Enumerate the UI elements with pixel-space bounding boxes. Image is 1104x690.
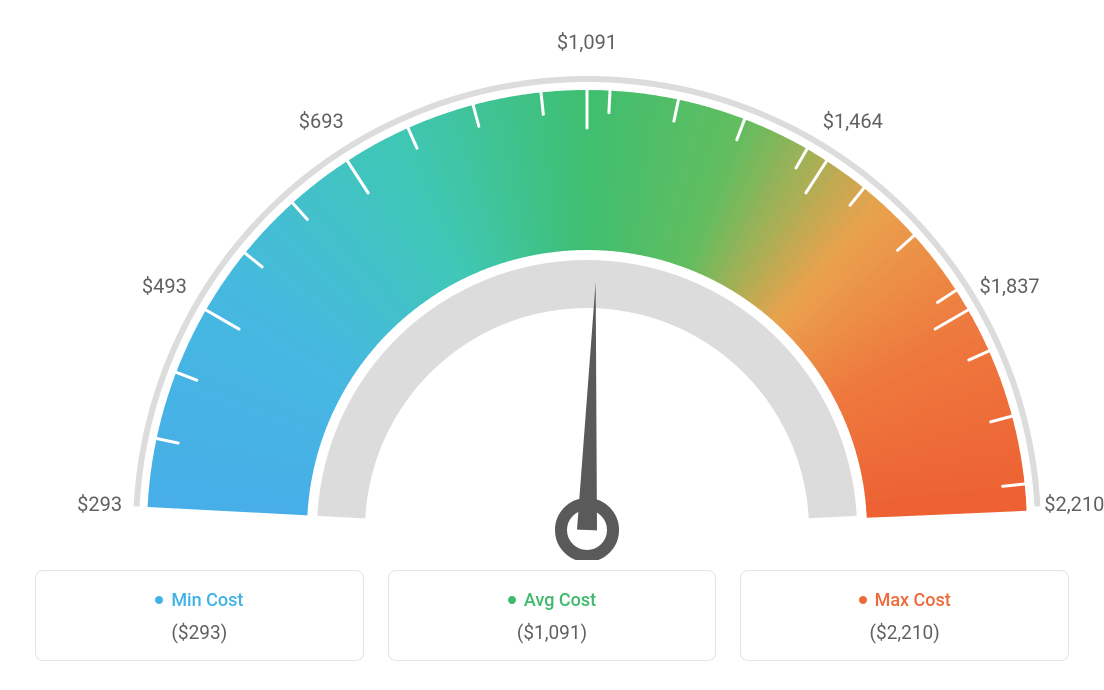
legend-card-max: Max Cost ($2,210) [740,570,1069,661]
legend-text-avg: Avg Cost [524,590,596,611]
legend-text-min: Min Cost [171,590,243,611]
legend-card-avg: Avg Cost ($1,091) [388,570,717,661]
legend-value-avg: ($1,091) [399,621,706,644]
gauge-tick-label: $293 [77,492,122,516]
gauge-area: $293$493$693$1,091$1,464$1,837$2,210 [35,20,1069,560]
legend-dot-icon [155,596,163,604]
legend-row: Min Cost ($293) Avg Cost ($1,091) Max Co… [35,570,1069,661]
gauge-tick-label: $493 [142,274,187,298]
cost-gauge-infographic: $293 $493 $693 $1,091 $1,464 $1,837 $2,210 Min… [0,0,1104,690]
legend-dot-icon [508,596,516,604]
legend-label-max: Max Cost [859,590,951,611]
legend-dot-icon [859,596,867,604]
gauge-tick-label: $693 [299,109,344,133]
legend-label-avg: Avg Cost [508,590,596,611]
gauge-tick-label: $1,464 [823,109,883,133]
gauge-tick-label: $1,837 [980,274,1040,298]
gauge-svg [35,20,1104,560]
legend-text-max: Max Cost [875,590,951,611]
gauge-tick-label: $1,091 [557,30,617,54]
legend-value-max: ($2,210) [751,621,1058,644]
gauge-tick-label: $2,210 [1044,492,1104,516]
legend-label-min: Min Cost [155,590,243,611]
legend-card-min: Min Cost ($293) [35,570,364,661]
legend-value-min: ($293) [46,621,353,644]
